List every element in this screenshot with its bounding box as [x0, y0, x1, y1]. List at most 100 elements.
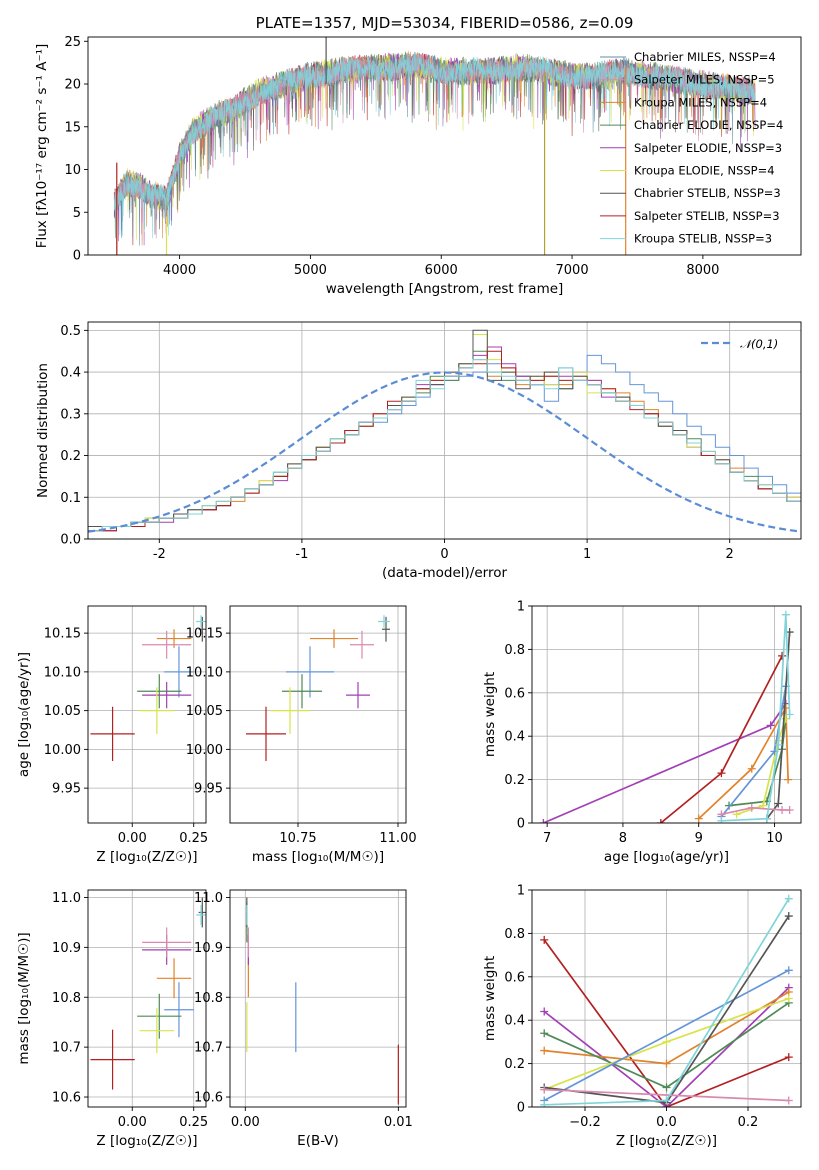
residual-histogram-panel: -2 -1 0 1 2 0.0 0.1 0.2 0.3 0.4 0.5 (data-model)/er… [35, 321, 802, 581]
x-tick-label: 0.0 [656, 1115, 677, 1130]
x-tick-label: 0.2 [738, 1115, 759, 1130]
weight-marker [540, 935, 549, 944]
x-tick-label: -1 [295, 547, 308, 562]
weight-marker [778, 651, 787, 660]
y-axis-label: Normed distribution [35, 363, 51, 498]
legend-label: Salpeter MILES, NSSP=5 [634, 73, 775, 87]
y-tick-label: 0 [73, 249, 81, 264]
legend-label: Chabrier MILES, NSSP=4 [634, 50, 776, 64]
legend-label: Kroupa ELODIE, NSSP=4 [634, 164, 775, 178]
weight-marker [762, 814, 771, 823]
chart-title: PLATE=1357, MJD=53034, FIBERID=0586, z=0… [256, 14, 634, 32]
histogram-step [88, 350, 801, 539]
x-tick-label: 6000 [425, 263, 458, 278]
x-axis-label: Z [log₁₀(Z/Z☉)] [616, 1133, 717, 1149]
x-tick-label: 0.00 [231, 1115, 260, 1130]
y-tick-label: 0.2 [504, 1057, 525, 1072]
y-tick-label: 11.0 [194, 891, 223, 906]
y-axis-label: mass [log₁₀(M/M☉)] [16, 932, 32, 1064]
spectrum-lines [113, 37, 756, 255]
weight-marker [774, 799, 783, 808]
axes-frame [87, 605, 207, 824]
y-axis-label: mass weight [482, 672, 498, 757]
weight-marker [778, 805, 787, 814]
x-tick-label: 9 [695, 831, 703, 846]
axes-frame [87, 889, 207, 1108]
x-axis-label: Z [log₁₀(Z/Z☉)] [96, 849, 197, 865]
y-axis-label: mass weight [482, 956, 498, 1041]
spectrum-series-line [113, 51, 756, 239]
y-tick-label: 0.2 [504, 773, 525, 788]
y-tick-label: 0.6 [504, 686, 525, 701]
weight-marker [540, 1085, 549, 1094]
y-tick-label: 9.95 [52, 782, 81, 797]
weight-marker [784, 966, 793, 975]
mass-vs-extinction-panel: 0.00 0.01 10.6 10.7 10.8 10.9 11.0 E(B-V) [194, 889, 413, 1149]
weight-lines [539, 610, 794, 823]
y-tick-label: 0.8 [504, 927, 525, 942]
x-tick-label: 10 [766, 831, 783, 846]
y-tick-label: 10.8 [194, 991, 223, 1006]
legend-label: Chabrier STELIB, NSSP=3 [634, 186, 781, 200]
legend-label: 𝒩(0,1) [740, 337, 778, 351]
x-tick-label: 0.00 [118, 831, 147, 846]
y-tick-label: 10.9 [194, 941, 223, 956]
weight-series-line [698, 704, 789, 820]
weight-marker [540, 1029, 549, 1038]
x-tick-label: 0.00 [118, 1115, 147, 1130]
x-tick-label: 8 [619, 831, 627, 846]
normal-reference-curve [88, 371, 801, 533]
y-tick-label: 10.15 [186, 627, 223, 642]
weight-marker [662, 1059, 671, 1068]
weight-marker [656, 819, 665, 823]
weight-marker [662, 1096, 671, 1105]
weight-marker [662, 1037, 671, 1046]
y-tick-label: 10.10 [186, 665, 223, 680]
x-tick-label: 8000 [686, 263, 719, 278]
x-tick-label: 10.75 [279, 831, 316, 846]
y-tick-label: 10.00 [44, 743, 81, 758]
weight-marker [540, 1100, 549, 1107]
y-tick-label: 10.7 [194, 1041, 223, 1056]
y-tick-label: 25 [64, 35, 81, 50]
y-tick-label: 10.8 [52, 991, 81, 1006]
axes-frame [531, 605, 802, 824]
y-tick-label: 10.05 [44, 704, 81, 719]
y-tick-label: 0.8 [504, 643, 525, 658]
histogram-step [88, 354, 801, 539]
weight-marker [774, 740, 783, 749]
y-tick-label: 10.10 [44, 665, 81, 680]
y-tick-label: 5 [73, 206, 81, 221]
weight-series-line [543, 703, 787, 823]
histogram-step [88, 359, 801, 539]
histogram-step [88, 359, 801, 539]
x-tick-label: 0.25 [179, 1115, 208, 1130]
y-tick-label: 0.4 [504, 730, 525, 745]
weight-marker [747, 764, 756, 773]
weight-marker [540, 1046, 549, 1055]
y-tick-label: 0 [517, 817, 525, 832]
x-tick-label: 4000 [163, 263, 196, 278]
y-tick-label: 0 [517, 1101, 525, 1116]
weight-marker [694, 814, 703, 823]
legend-label: Salpeter ELODIE, NSSP=3 [634, 141, 782, 155]
x-axis-label: (data-model)/error [382, 565, 508, 581]
age-vs-mass-panel: 10.75 11.00 9.95 10.00 10.05 10.10 10.15 mass [… [186, 605, 417, 865]
weight-series-line [721, 806, 790, 816]
x-axis-label: mass [log₁₀(M/M☉)] [252, 849, 384, 865]
x-tick-label: 1 [583, 547, 591, 562]
y-tick-label: 0.2 [60, 449, 81, 464]
age-vs-metallicity-panel: 0.00 0.25 9.95 10.00 10.05 10.10 10.15 Z [log₁₀… [16, 605, 208, 865]
x-tick-label: −0.2 [569, 1115, 601, 1130]
y-tick-label: 10.15 [44, 627, 81, 642]
x-tick-label: 7000 [556, 263, 589, 278]
legend-label: Chabrier ELODIE, NSSP=4 [634, 118, 783, 132]
weight-marker [540, 1007, 549, 1016]
histogram-step [88, 350, 801, 539]
y-tick-label: 11.0 [52, 891, 81, 906]
y-tick-label: 0.1 [60, 491, 81, 506]
weight-vs-age-panel: 7 8 9 10 0 0.2 0.4 0.6 0.8 1 age [log₁₀(age/yr)] ma… [482, 600, 802, 865]
x-tick-label: 2 [726, 547, 734, 562]
weight-lines [540, 894, 793, 1107]
